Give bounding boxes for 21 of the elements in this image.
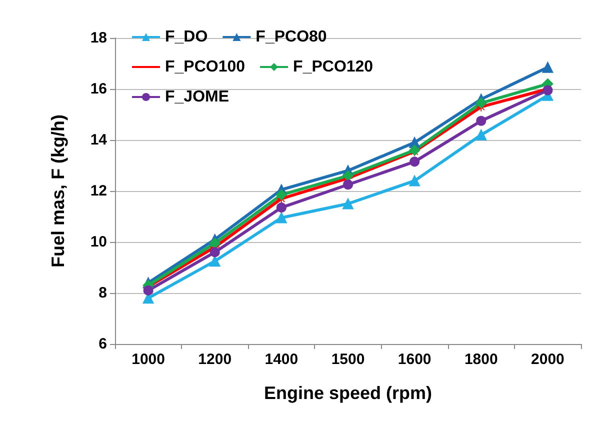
x-tick-label: 1000: [132, 351, 165, 368]
legend-label: F_PCO80: [256, 28, 327, 46]
y-tick-label: 10: [90, 234, 107, 250]
y-tick-label: 18: [90, 30, 107, 46]
x-tick-label: 1600: [398, 351, 432, 368]
legend-label: F_JOME: [165, 88, 230, 106]
legend-label: F_PCO100: [165, 58, 246, 76]
legend-label: F_DO: [165, 28, 208, 46]
y-tick-label: 8: [98, 284, 107, 302]
y-tick-label: 16: [90, 80, 107, 98]
y-tick-label: 12: [90, 182, 107, 200]
x-axis-title: Engine speed (rpm): [264, 383, 432, 403]
x-tick-label: 1200: [198, 351, 232, 368]
y-axis-title: Fuel mas, F (kg/h): [48, 114, 68, 268]
y-tick-label: 6: [98, 336, 107, 352]
y-tick-label: 14: [90, 132, 108, 148]
legend-label: F_PCO120: [293, 58, 374, 76]
x-tick-label: 1500: [331, 351, 365, 368]
x-tick-label: 1400: [264, 351, 298, 368]
x-tick-label: 1800: [464, 351, 498, 368]
x-tick-label: 2000: [531, 351, 564, 368]
